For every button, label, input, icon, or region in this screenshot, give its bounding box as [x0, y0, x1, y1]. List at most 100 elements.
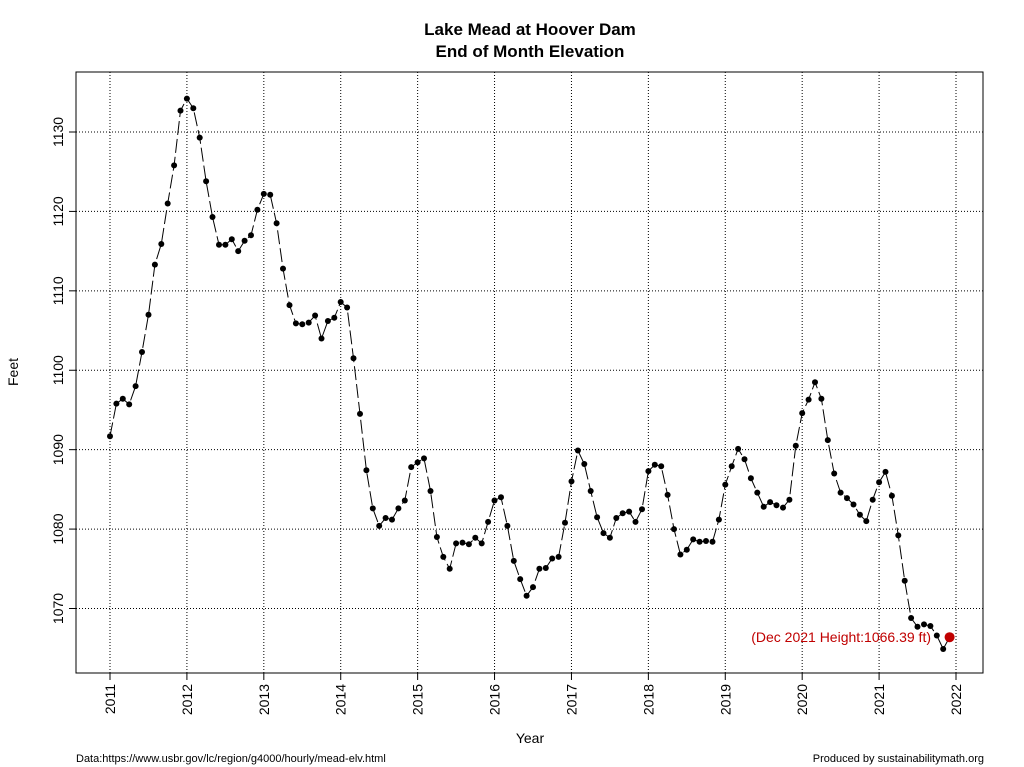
data-point — [690, 536, 697, 543]
y-tick-label: 1110 — [50, 276, 66, 305]
axes: 2011 2012 2013 2014 2015 2016 2017 2018 2019 2020… — [50, 117, 964, 715]
data-point — [850, 501, 857, 508]
data-point — [780, 504, 786, 511]
data-point — [741, 456, 748, 463]
grid — [76, 72, 983, 673]
data-point — [357, 410, 363, 417]
data-point — [606, 534, 613, 541]
data-point — [248, 232, 254, 239]
data-point — [837, 489, 844, 496]
data-point — [555, 553, 562, 560]
data-point — [260, 190, 267, 197]
data-series — [107, 95, 955, 652]
data-point — [498, 494, 504, 501]
data-point — [639, 506, 645, 513]
chart-subtitle: End of Month Elevation — [436, 42, 625, 61]
data-point — [908, 615, 915, 621]
highlight-point — [944, 632, 955, 643]
data-point — [350, 355, 357, 362]
data-point — [760, 503, 767, 510]
credit-note: Produced by sustainabilitymath.org — [813, 753, 984, 765]
data-point — [241, 237, 248, 244]
data-point — [196, 134, 203, 141]
data-point — [940, 646, 947, 652]
data-point — [401, 497, 408, 504]
data-point — [888, 492, 895, 499]
data-point — [164, 200, 171, 207]
data-point — [677, 551, 684, 558]
y-tick-label: 1120 — [50, 196, 66, 226]
data-point — [664, 491, 671, 498]
data-point — [626, 508, 633, 515]
data-point — [433, 534, 440, 540]
data-point — [459, 539, 466, 546]
data-point — [132, 383, 139, 390]
data-point — [280, 265, 286, 272]
x-tick-label: 2018 — [640, 684, 656, 715]
data-point — [254, 206, 261, 213]
data-point — [312, 312, 319, 319]
data-point — [645, 468, 652, 475]
data-point — [581, 461, 588, 467]
data-point — [863, 518, 870, 525]
data-point — [183, 95, 190, 102]
data-point — [228, 236, 235, 243]
data-point — [113, 400, 120, 407]
data-point — [587, 488, 594, 494]
data-point — [395, 505, 402, 512]
x-tick-label: 2022 — [948, 684, 964, 715]
data-point — [722, 481, 729, 488]
data-point — [344, 304, 351, 311]
x-tick-label: 2019 — [717, 684, 733, 715]
data-point — [568, 478, 575, 485]
data-point — [927, 623, 934, 629]
data-point — [812, 379, 818, 386]
x-tick-label: 2013 — [256, 684, 272, 715]
data-point — [715, 516, 722, 523]
data-point — [914, 623, 921, 630]
data-point — [709, 538, 716, 545]
x-tick-label: 2021 — [871, 684, 887, 715]
data-point — [318, 335, 325, 342]
data-point — [882, 468, 889, 475]
data-point — [145, 311, 152, 318]
data-point — [562, 519, 568, 526]
data-point — [363, 467, 370, 474]
data-point — [446, 565, 453, 572]
data-point — [421, 455, 427, 462]
data-point — [921, 621, 927, 628]
x-tick-label: 2011 — [102, 684, 118, 714]
data-point — [735, 445, 742, 452]
data-point — [510, 557, 517, 564]
data-point — [408, 464, 415, 471]
data-point — [453, 540, 460, 547]
data-point — [754, 489, 761, 496]
data-point — [767, 499, 774, 506]
data-point — [542, 565, 549, 571]
data-point — [491, 497, 498, 504]
y-axis-title: Feet — [5, 358, 21, 386]
x-axis-title: Year — [516, 730, 545, 746]
data-point — [299, 321, 306, 328]
data-point — [376, 522, 383, 529]
data-point — [504, 522, 511, 529]
data-point — [799, 410, 806, 417]
data-point — [613, 515, 620, 521]
data-point — [472, 534, 479, 541]
data-point — [901, 577, 908, 584]
data-point — [331, 314, 338, 321]
data-point — [619, 510, 626, 517]
data-point — [805, 396, 812, 403]
y-tick-label: 1130 — [50, 117, 66, 147]
y-tick-label: 1100 — [50, 355, 66, 385]
data-point — [465, 541, 472, 548]
data-point — [478, 540, 485, 547]
data-point — [747, 475, 754, 482]
data-point — [440, 553, 447, 560]
data-point — [222, 241, 229, 248]
y-tick-label: 1070 — [50, 593, 66, 624]
series-line — [109, 97, 951, 651]
data-point — [600, 530, 607, 537]
data-point — [286, 302, 293, 309]
